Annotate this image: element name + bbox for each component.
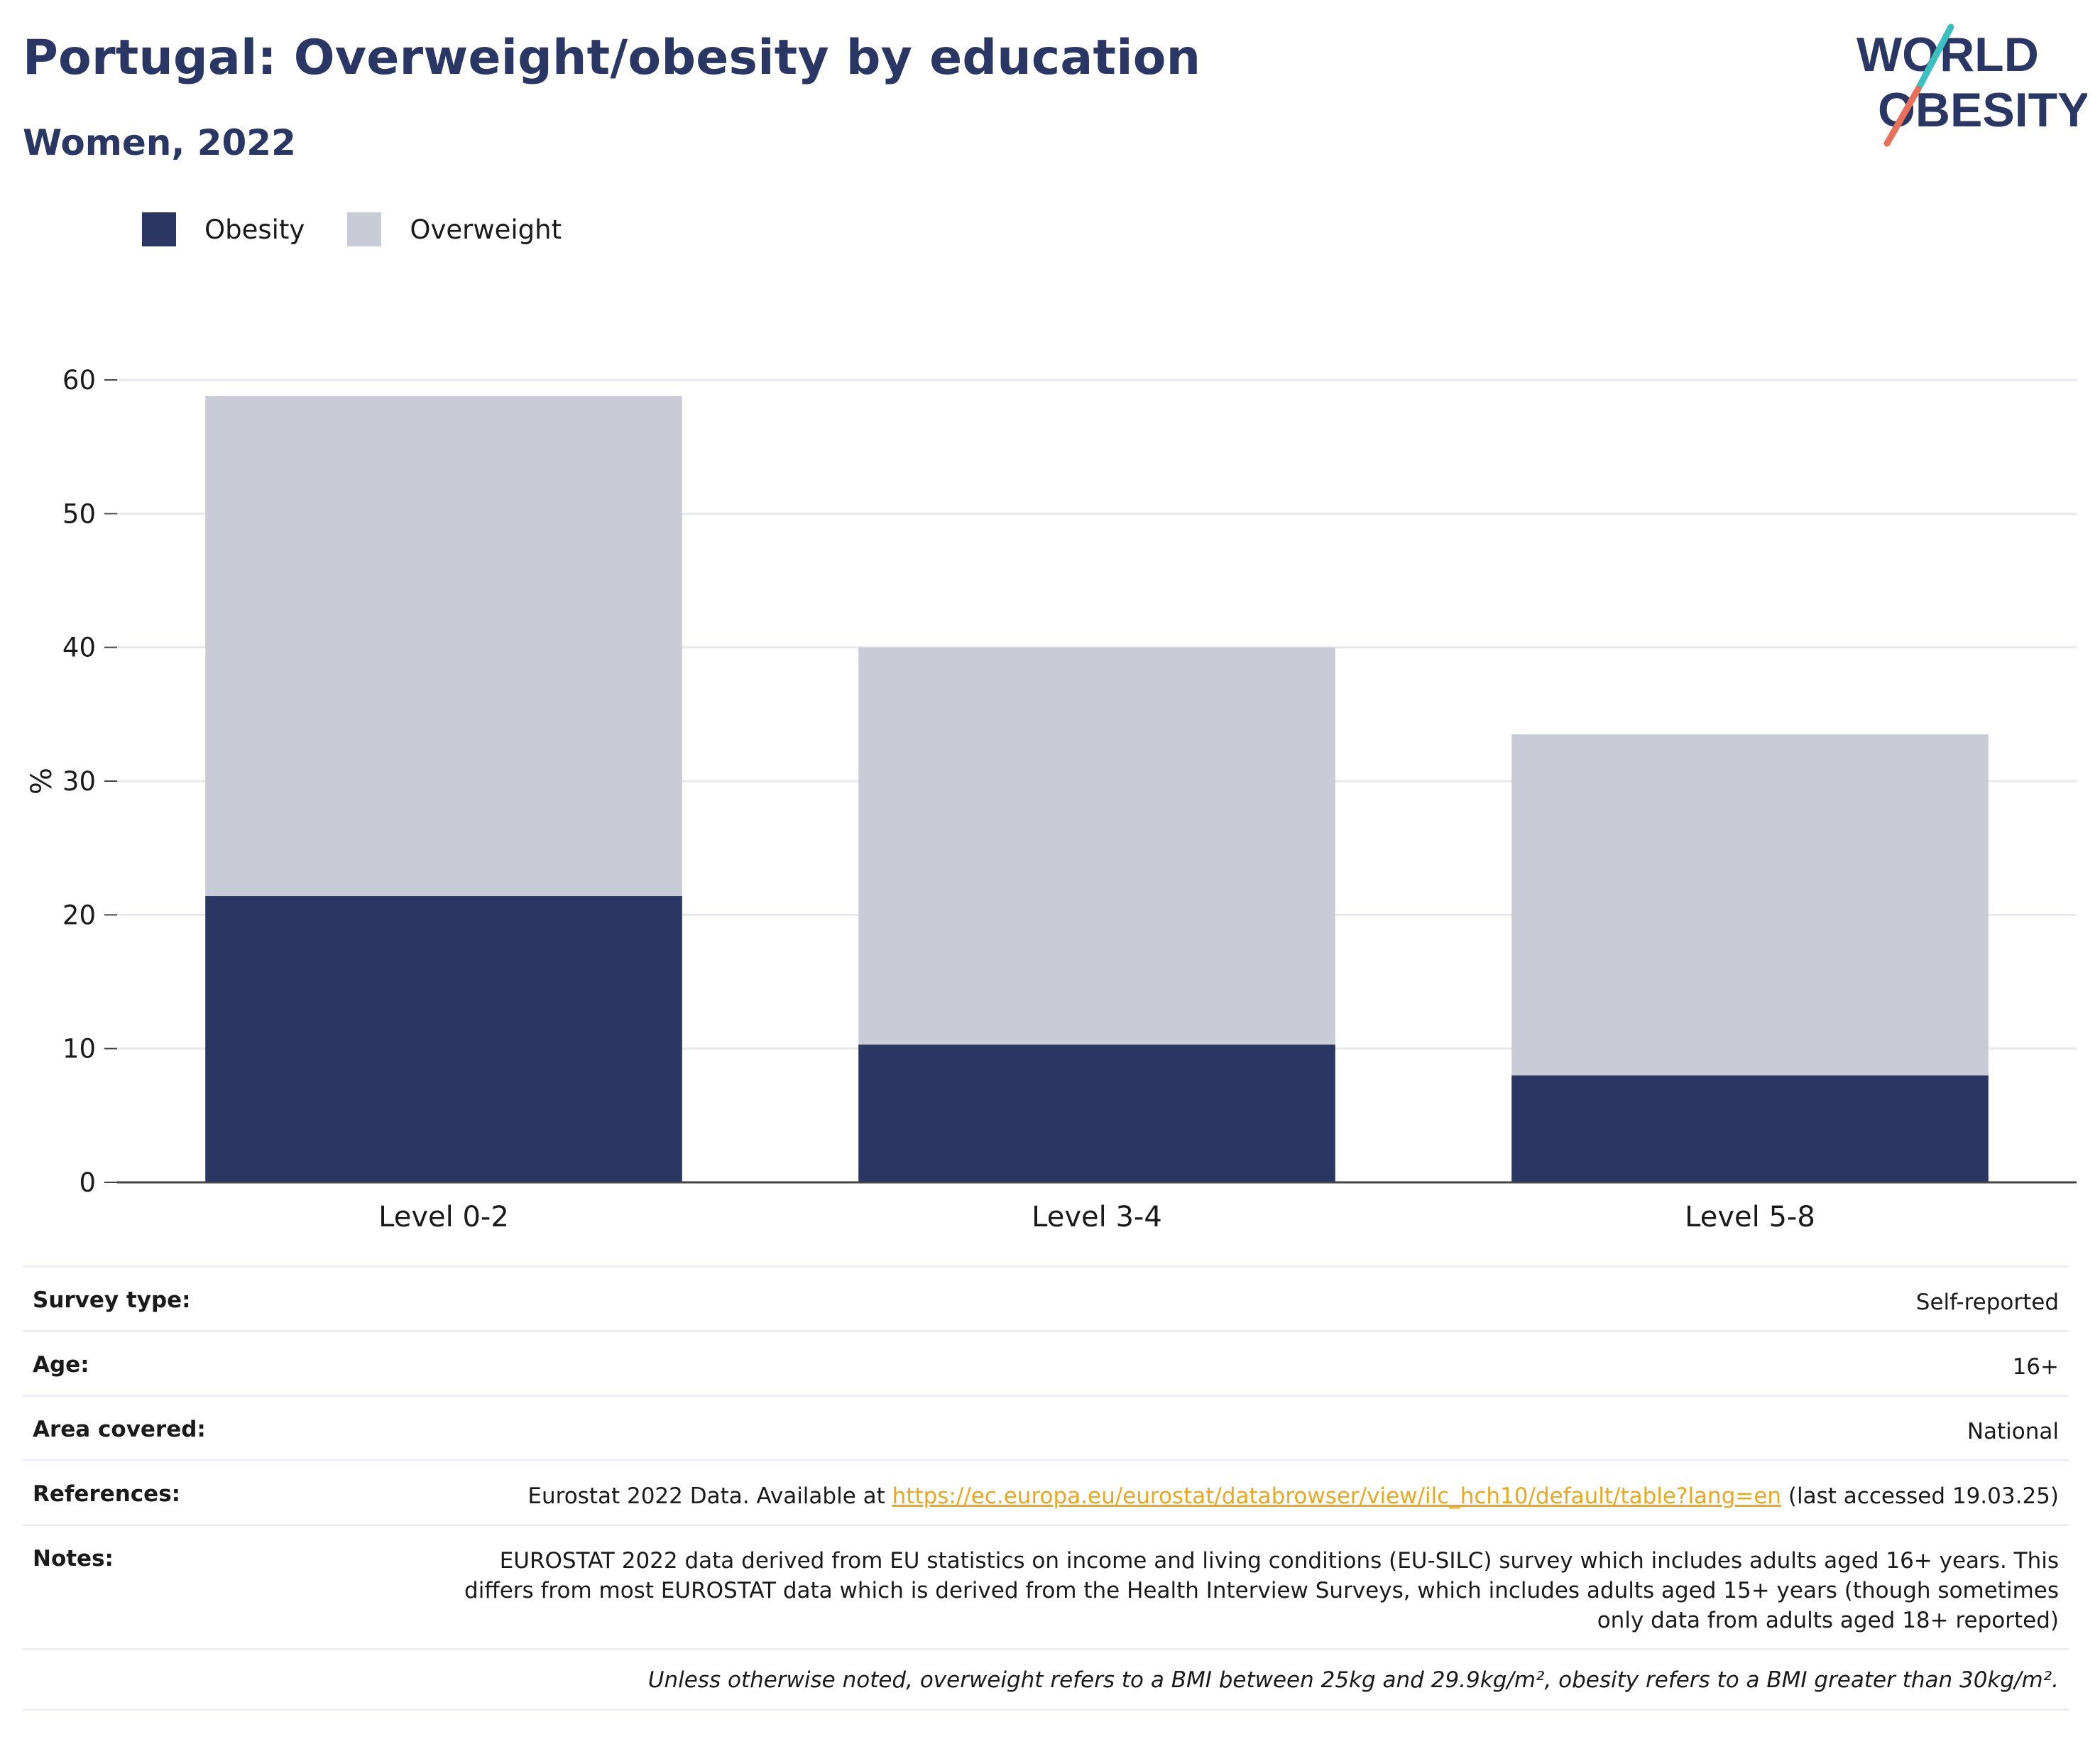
info-row-notes: Notes: EUROSTAT 2022 data derived from E… [23,1524,2069,1648]
survey-type-label: Survey type: [33,1287,191,1313]
legend-item-overweight: Overweight [347,212,562,246]
bar-overweight-1 [205,396,682,896]
legend-item-obesity: Obesity [142,212,305,246]
y-tick-label: 50 [62,498,96,529]
y-tick-label: 20 [62,900,96,930]
info-row-area: Area covered: National [23,1395,2069,1459]
y-tick-label: 60 [62,365,96,396]
page-subtitle: Women, 2022 [23,122,296,163]
page-title: Portugal: Overweight/obesity by educatio… [23,30,1201,86]
references-label: References: [33,1481,181,1507]
x-tick-label: Level 0-2 [378,1201,509,1228]
legend-label-overweight: Overweight [410,214,562,245]
info-row-references: References: Eurostat 2022 Data. Availabl… [23,1459,2069,1524]
bar-obesity-3 [1511,1075,1989,1182]
survey-type-value: Self-reported [1915,1290,2059,1315]
age-label: Age: [33,1352,89,1378]
references-suffix: (last accessed 19.03.25) [1781,1483,2059,1509]
bar-chart: 0 10 20 30 40 50 60% Level 0-2 Level 3-4 Level 5-… [26,365,2077,1228]
area-value: National [1967,1419,2059,1444]
notes-label: Notes: [33,1546,114,1571]
bar-obesity-1 [205,895,682,1182]
legend-swatch-obesity [142,212,176,246]
references-prefix: Eurostat 2022 Data. Available at [527,1483,892,1509]
bar-overweight-3 [1511,734,1989,1076]
age-value: 16+ [2012,1354,2059,1380]
y-tick-label: 30 [62,766,96,797]
info-row-survey-type: Survey type: Self-reported [23,1265,2069,1330]
info-row-age: Age: 16+ [23,1330,2069,1395]
y-tick-label: 0 [79,1167,96,1198]
world-obesity-logo: WORLD OBESITY [1846,21,2090,149]
x-tick-label: Level 5-8 [1685,1201,1815,1228]
legend-label-obesity: Obesity [204,214,305,245]
references-value: Eurostat 2022 Data. Available at https:/… [527,1481,2059,1511]
notes-value: EUROSTAT 2022 data derived from EU stati… [464,1548,2059,1633]
y-axis-label: % [26,768,58,795]
y-tick-label: 10 [62,1034,96,1064]
footnote: Unless otherwise noted, overweight refer… [23,1648,2069,1711]
references-link[interactable]: https://ec.europa.eu/eurostat/databrowse… [892,1483,1782,1509]
info-table: Survey type: Self-reported Age: 16+ Area… [23,1265,2069,1711]
legend-swatch-overweight [347,212,382,246]
bar-obesity-2 [858,1045,1335,1182]
x-tick-label: Level 3-4 [1032,1201,1162,1228]
bar-overweight-2 [858,647,1335,1045]
chart-legend: Obesity Overweight [142,212,604,247]
y-tick-label: 40 [62,633,96,663]
area-label: Area covered: [33,1417,206,1442]
